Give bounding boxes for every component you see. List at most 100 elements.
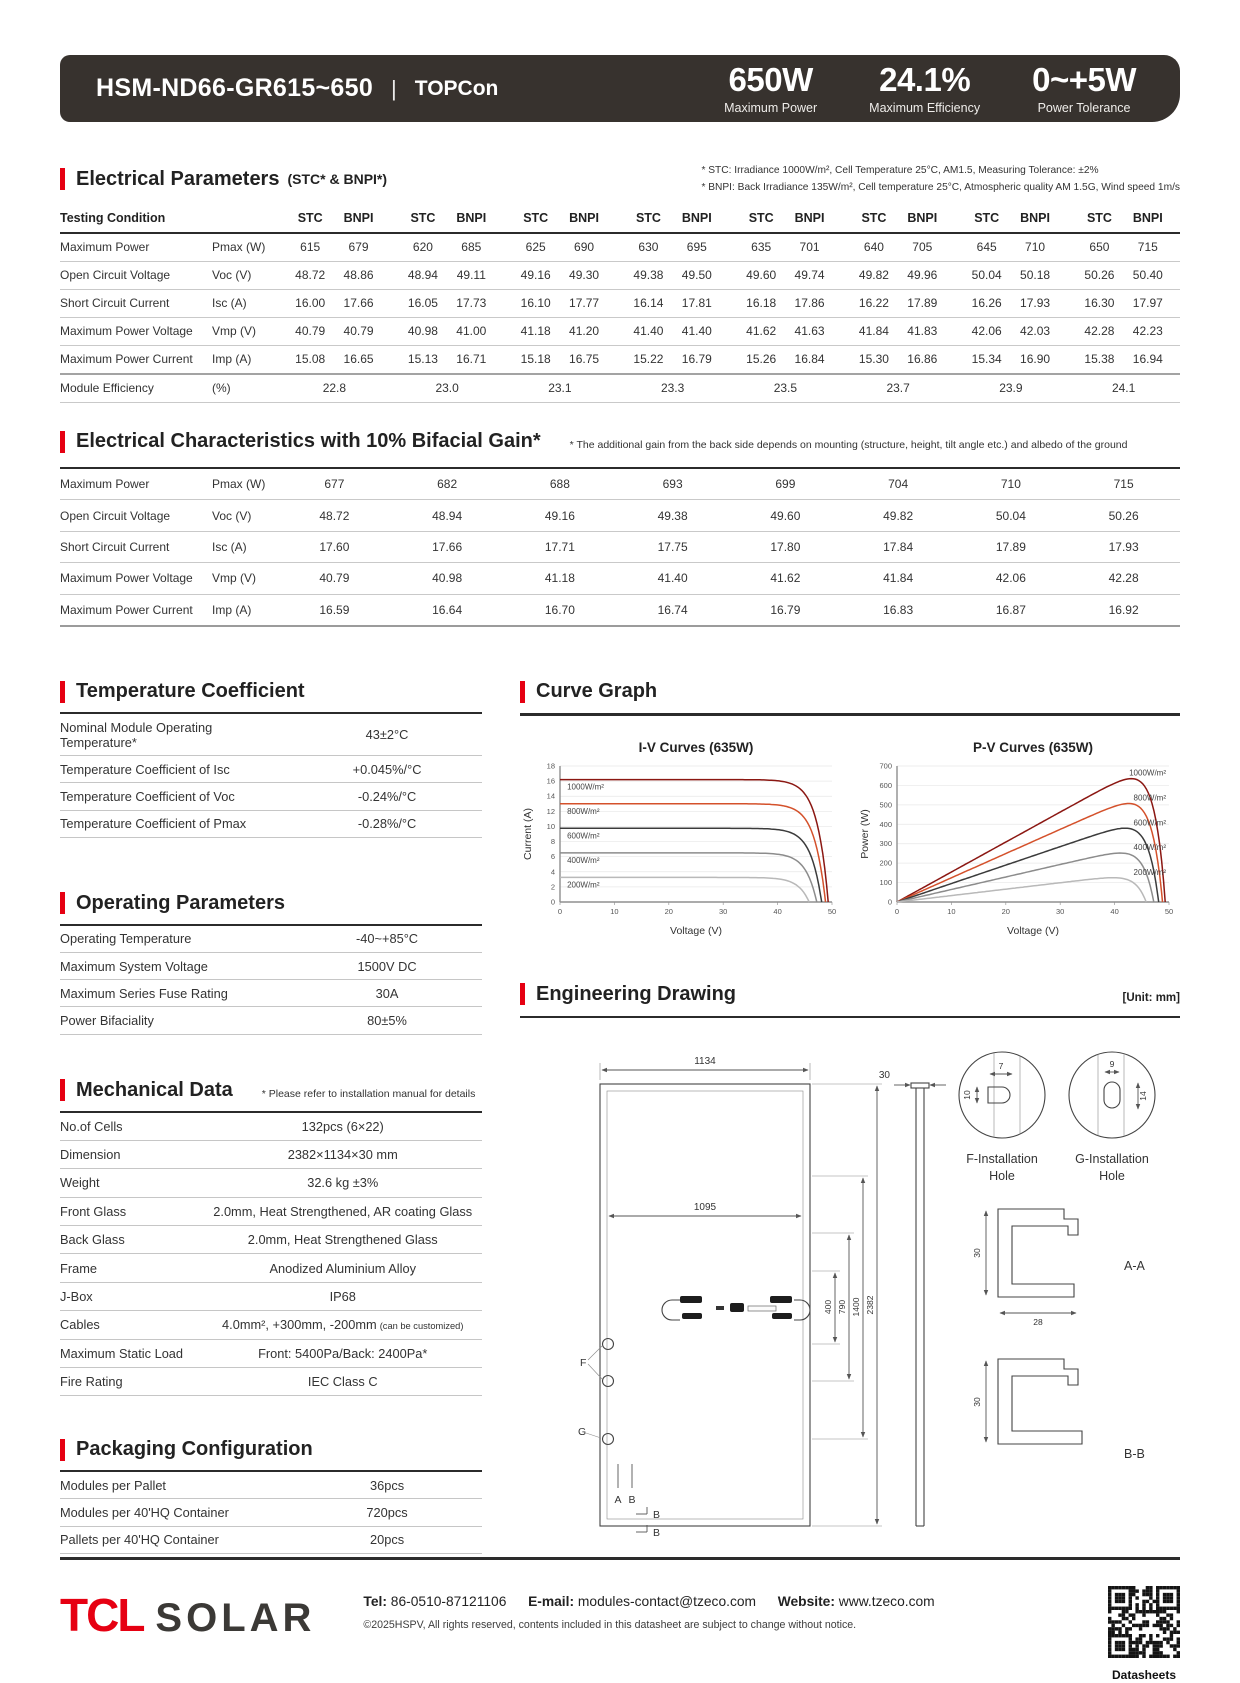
svg-text:16: 16 [547,776,555,785]
row-label: Temperature Coefficient of Voc [60,788,235,804]
svg-text:800W/m²: 800W/m² [567,806,600,815]
svg-text:30: 30 [719,907,727,916]
aa-frame-section: 30 28 A-A [972,1208,1146,1327]
row-label: Modules per Pallet [60,1477,166,1493]
row-label: No.of Cells [60,1118,123,1134]
svg-text:12: 12 [547,806,555,815]
svg-text:700: 700 [879,761,892,770]
svg-text:800W/m²: 800W/m² [1134,793,1167,802]
section-accent-bar [60,168,65,191]
svg-text:18: 18 [547,761,555,770]
svg-text:1095: 1095 [694,1202,717,1213]
row-value: 43±2°C [365,727,409,743]
section-accent-bar [520,983,525,1005]
svg-text:400: 400 [823,1300,833,1314]
row-value: 132pcs (6×22) [301,1118,384,1134]
product-technology: TOPCon [414,76,499,100]
header-stats: 650W Maximum Power 24.1% Maximum Efficie… [724,63,1136,115]
svg-text:600W/m²: 600W/m² [567,831,600,840]
temperature-coefficient-table: Nominal Module Operating Temperature* 43±… [60,712,482,838]
f-installation-hole-detail: 7 10 F-Installation Hole [958,1051,1046,1183]
right-column: Curve Graph 0 2 4 6 8 10 12 14 16 18 0 10 20 30 40 50 I-… [520,680,1180,1546]
row-value: 30A [375,985,399,1001]
iv-curve-chart: 0 2 4 6 8 10 12 14 16 18 0 10 20 30 40 50 I-V Curves (63… [520,738,843,943]
row-label: Maximum Series Fuse Rating [60,985,228,1001]
table-row: Open Circuit Voltage Voc (V) 48.72 48.86 48.… [60,261,1180,290]
svg-text:1134: 1134 [694,1056,716,1067]
title-separator: | [391,75,397,101]
table-row: Maximum Power Current Imp (A) 15.08 16.65 15… [60,345,1180,374]
tel-label: Tel: [363,1594,387,1609]
table-row: Operating Temperature -40~+85°C [60,926,482,953]
stat-max-power: 650W Maximum Power [724,60,818,115]
svg-text:10: 10 [962,1090,972,1100]
svg-text:B: B [653,1509,660,1521]
section-notes: * STC: Irradiance 1000W/m², Cell Tempera… [701,165,1180,194]
website-value: www.tzeco.com [838,1594,935,1609]
svg-text:20: 20 [665,907,673,916]
table-row: Maximum Power Pmax (W) 677 682 688 693 699 704 7… [60,468,1180,500]
row-value: +0.045%/°C [352,761,422,777]
row-value: IEC Class C [307,1374,378,1390]
table-row: Short Circuit Current Isc (A) 16.00 17.66 16… [60,289,1180,318]
svg-text:400W/m²: 400W/m² [1134,843,1167,852]
row-label: Nominal Module Operating Temperature* [60,719,213,750]
f-marker: F [580,1357,586,1369]
row-value: 1500V DC [357,958,417,974]
pv-curve-chart: 0 100 200 300 400 500 600 700 0 10 20 30 40 50 P-V Cur… [857,738,1180,943]
row-value: -40~+85°C [356,931,419,947]
svg-text:F-Installation: F-Installation [966,1152,1038,1166]
row-value: 720pcs [366,1505,408,1521]
operating-parameters-table: Operating Temperature -40~+85°C Maximum Sy… [60,923,482,1035]
table-row: Cables 4.0mm², +300mm, -200mm (can be cust… [60,1311,482,1340]
svg-text:1000W/m²: 1000W/m² [1129,768,1166,777]
table-row: Pallets per 40'HQ Container 20pcs [60,1527,482,1554]
mechanical-data-table: No.of Cells 132pcs (6×22) Dimension 2382×11… [60,1110,482,1397]
table-row: No.of Cells 132pcs (6×22) [60,1113,482,1141]
section-title: Electrical Parameters [76,167,280,190]
row-label: Operating Temperature [60,931,192,947]
svg-text:Hole: Hole [989,1169,1015,1183]
svg-text:30: 30 [879,1070,891,1081]
electrical-parameters-table: Testing Condition STC BNPI STC BNPI STC BNPI ST… [60,204,1180,403]
row-value: -0.24%/°C [357,788,417,804]
svg-text:B: B [628,1494,635,1506]
section-operating-parameters: Operating Parameters Operating Temperatu… [60,892,482,1035]
row-label: Cables [60,1317,100,1333]
row-value: 2.0mm, Heat Strengthened Glass [247,1232,438,1248]
row-value: 4.0mm², +300mm, -200mm (can be customized… [222,1317,464,1333]
website-label: Website: [777,1594,835,1609]
svg-text:0: 0 [888,897,892,906]
row-value: 80±5% [367,1012,407,1028]
row-value: 2.0mm, Heat Strengthened, AR coating Gla… [213,1203,473,1219]
svg-text:Voltage (V): Voltage (V) [1007,925,1059,937]
product-model: HSM-ND66-GR615~650 [96,74,374,102]
table-row: Short Circuit Current Isc (A) 17.60 17.66 17… [60,531,1180,563]
svg-text:0: 0 [551,897,555,906]
stat-power-tolerance: 0~+5W Power Tolerance [1032,60,1136,115]
svg-text:600W/m²: 600W/m² [1134,818,1167,827]
row-label: Fire Rating [60,1374,123,1390]
svg-text:10: 10 [947,907,955,916]
svg-text:B: B [653,1527,660,1539]
table-row: Frame Anodized Aluminium Alloy [60,1254,482,1283]
svg-text:14: 14 [1138,1091,1148,1101]
svg-text:B-B: B-B [1124,1447,1145,1461]
table-row: Maximum Series Fuse Rating 30A [60,980,482,1008]
row-label: Frame [60,1260,97,1276]
table-row: J-Box IP68 [60,1283,482,1312]
section-temperature-coefficient: Temperature Coefficient Nominal Module O… [60,680,482,838]
svg-text:2: 2 [551,882,555,891]
qr-code [1108,1586,1180,1658]
svg-text:G-Installation: G-Installation [1075,1152,1149,1166]
row-label: Pallets per 40'HQ Container [60,1532,219,1548]
section-accent-bar [60,430,65,453]
row-value: Anodized Aluminium Alloy [269,1260,416,1276]
section-packaging-configuration: Packaging Configuration Modules per Pall… [60,1438,482,1554]
row-label: Temperature Coefficient of Pmax [60,816,247,832]
row-value: 36pcs [369,1477,405,1493]
engineering-drawing: 1134 1095 [578,1051,1156,1539]
svg-text:0: 0 [558,907,562,916]
qr-label: Datasheets [1111,1668,1177,1682]
svg-text:600: 600 [879,780,892,789]
